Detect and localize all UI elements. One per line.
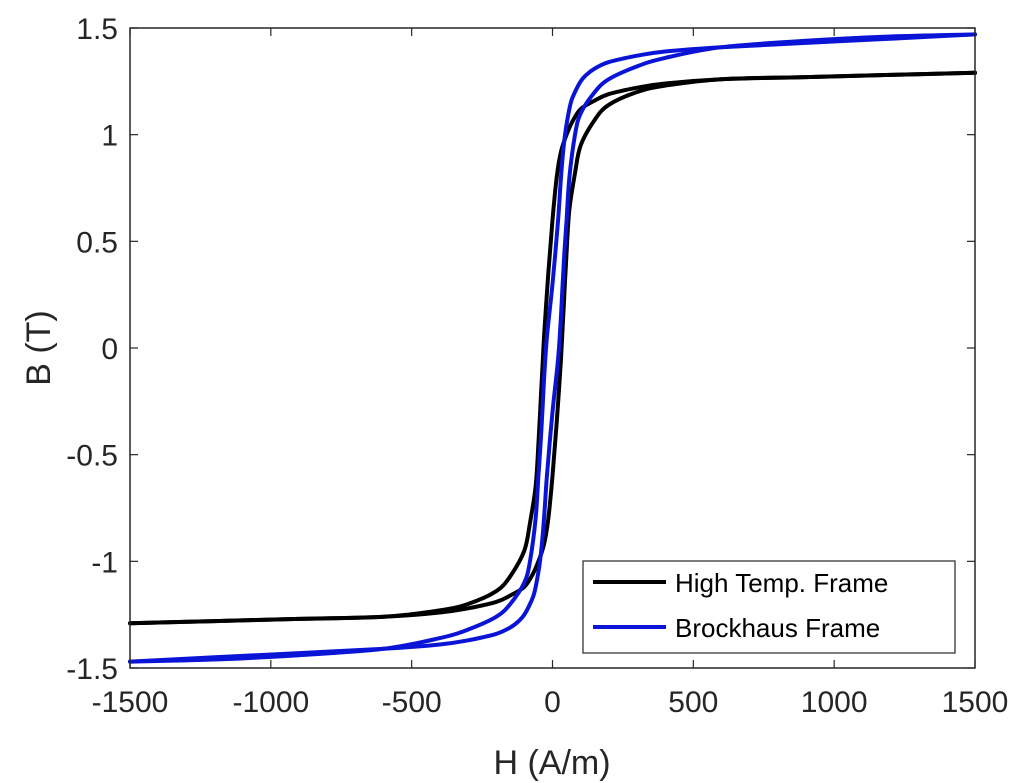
- legend-label-brockhaus-frame: Brockhaus Frame: [675, 613, 880, 643]
- x-tick-label: -500: [382, 686, 442, 719]
- series-line-brockhaus-frame-descending: [128, 32, 977, 664]
- y-tick-label: 1.5: [76, 13, 118, 46]
- x-tick-label: 1500: [942, 686, 1009, 719]
- legend-label-high-temp-frame: High Temp. Frame: [675, 568, 888, 598]
- legend: High Temp. Frame Brockhaus Frame: [582, 560, 956, 654]
- x-tick-label: -1000: [232, 686, 309, 719]
- plot-frame: [129, 27, 976, 669]
- series-line-high-temp-frame-descending: [128, 70, 977, 626]
- x-tick-label: -1500: [92, 686, 169, 719]
- series-line-brockhaus-frame-ascending: [128, 32, 977, 664]
- x-tick-label: 500: [668, 686, 718, 719]
- y-tick-label: 0: [101, 333, 118, 366]
- y-tick-label: -1: [91, 546, 118, 579]
- y-tick-label: 0.5: [76, 226, 118, 259]
- y-tick-label: -0.5: [66, 440, 118, 473]
- y-tick-label: -1.5: [66, 653, 118, 686]
- y-tick-label: 1: [101, 120, 118, 153]
- y-axis-label: B (T): [20, 310, 58, 386]
- x-axis-label: H (A/m): [493, 744, 610, 782]
- series-layer: [128, 32, 977, 664]
- x-tick-label: 1000: [801, 686, 868, 719]
- tick-label-layer: -1500 -1000 -500 0 500 1000 1500 -1.5 -1 -0.5 0 0.5…: [66, 13, 1008, 719]
- x-tick-label: 0: [544, 686, 561, 719]
- series-line-high-temp-frame-ascending: [128, 70, 977, 626]
- legend-box: [582, 560, 956, 654]
